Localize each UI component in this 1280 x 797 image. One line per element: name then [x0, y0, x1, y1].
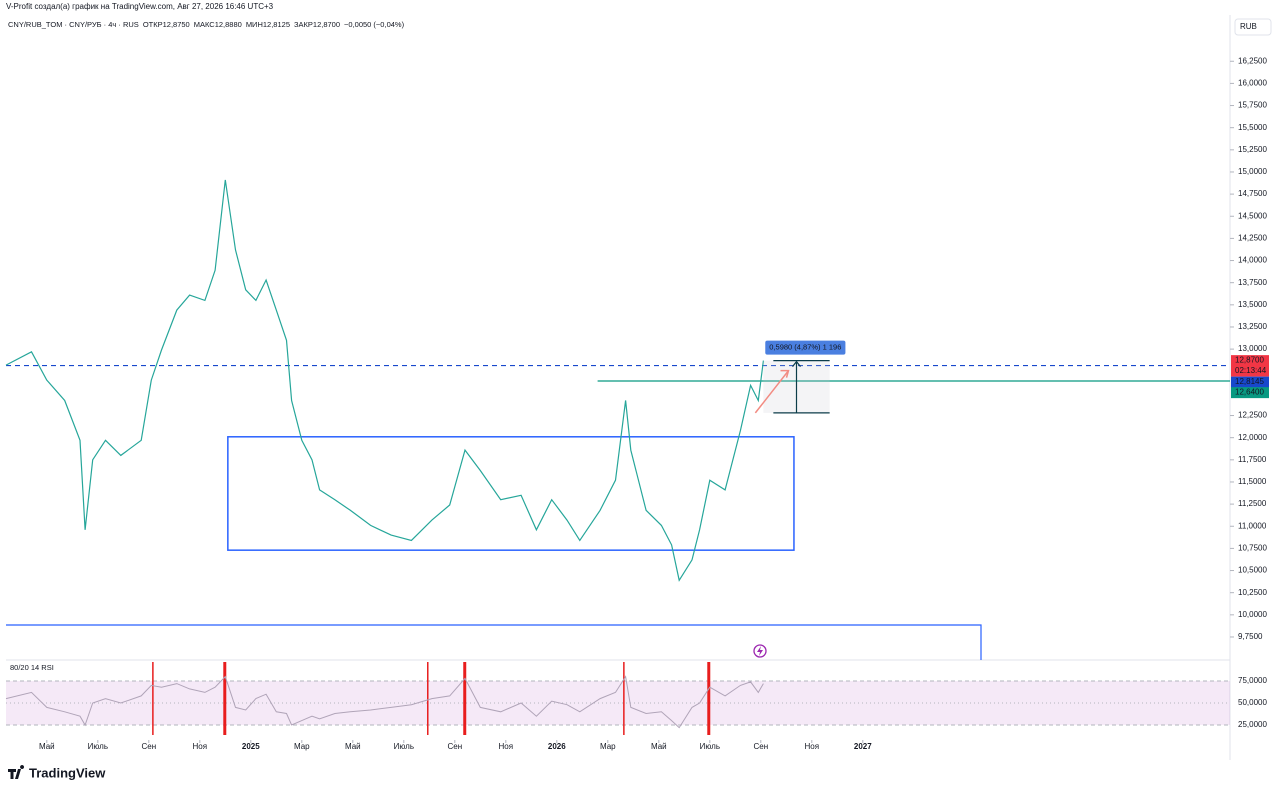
y-tick-label: 15,2500: [1238, 145, 1267, 154]
y-tick-label: 10,5000: [1238, 566, 1267, 575]
y-tick-label: 10,2500: [1238, 588, 1267, 597]
rsi-tick-label: 75,0000: [1238, 676, 1267, 685]
symbol-text: 12,8700: [313, 20, 340, 29]
y-tick-label: 14,2500: [1238, 234, 1267, 243]
drawing-line: [6, 624, 982, 660]
credit: V-Profit создал(а) график на TradingView…: [6, 2, 274, 11]
y-tick-label: 13,7500: [1238, 278, 1267, 287]
alert-bolt: [757, 646, 763, 656]
y-tick-label: 13,2500: [1238, 322, 1267, 331]
x-tick-label: Мар: [600, 742, 616, 751]
price-label: 12,6400: [1235, 388, 1264, 397]
measure-label: 0,5980 (4,87%) 1 196: [769, 343, 841, 352]
x-tick-label: Май: [345, 742, 361, 751]
price-line: [5, 179, 764, 582]
measure-label-box: [765, 340, 846, 355]
symbol-text: 12,8880: [215, 20, 242, 29]
x-tick-label: Июль: [700, 742, 720, 751]
y-tick-label: 16,0000: [1238, 79, 1267, 88]
x-tick-label: Ноя: [805, 742, 820, 751]
y-tick-label: 12,2500: [1238, 411, 1267, 420]
x-tick-label: Июль: [88, 742, 108, 751]
symbol-text: ЗАКР: [294, 20, 313, 29]
rsi-line: [5, 675, 764, 729]
x-tick-label: 2026: [548, 742, 566, 751]
price-label-box: [1231, 387, 1269, 399]
y-tick-label: 13,0000: [1238, 344, 1267, 353]
price-label-box: [1231, 376, 1269, 388]
y-tick-label: 11,0000: [1238, 521, 1267, 530]
y-tick-label: 11,5000: [1238, 477, 1267, 486]
symbol-text: −0,0050 (−0,04%): [344, 20, 405, 29]
y-tick-label: 10,7500: [1238, 544, 1267, 553]
x-tick-label: Май: [651, 742, 667, 751]
y-tick-label: 9,7500: [1238, 632, 1263, 641]
price-label-box: [1231, 355, 1269, 367]
symbol-text: МИН: [246, 20, 263, 29]
y-tick-label: 15,5000: [1238, 123, 1267, 132]
price-label: 02:13:44: [1235, 366, 1267, 375]
price-label-box: [1231, 365, 1269, 377]
x-tick-label: Мар: [294, 742, 310, 751]
y-tick-label: 11,7500: [1238, 455, 1267, 464]
symbol-text: 12,8750: [163, 20, 190, 29]
currency-box: [1234, 18, 1272, 36]
y-tick-label: 14,0000: [1238, 256, 1267, 265]
rsi-tick-label: 25,0000: [1238, 720, 1267, 729]
x-tick-label: Ноя: [193, 742, 208, 751]
y-tick-label: 15,0000: [1238, 167, 1267, 176]
symbol-line: CNY/RUB_TOM · CNY/РУБ · 4ч · RUS ОТКР 12,8…: [8, 20, 405, 29]
alert-icon[interactable]: [753, 644, 767, 658]
x-tick-label: 2025: [242, 742, 260, 751]
y-tick-label: 13,5000: [1238, 300, 1267, 309]
range-box: [227, 436, 795, 551]
x-tick-label: Сен: [447, 742, 462, 751]
measure-arrow-head: [792, 360, 801, 368]
price-label: 12,8145: [1235, 377, 1264, 386]
trend-arrow-head: [780, 369, 790, 378]
symbol-text: 12,8125: [263, 20, 290, 29]
x-tick-label: Сен: [753, 742, 768, 751]
y-tick-label: 14,5000: [1238, 211, 1267, 220]
currency: RUB: [1240, 22, 1257, 31]
y-tick-label: 11,2500: [1238, 499, 1267, 508]
x-tick-label: Май: [39, 742, 55, 751]
symbol-text: МАКС: [194, 20, 216, 29]
y-tick-label: 12,0000: [1238, 433, 1267, 442]
trend-arrow: [754, 370, 790, 414]
x-tick-label: 2027: [854, 742, 872, 751]
x-tick-label: Сен: [141, 742, 156, 751]
y-tick-label: 10,0000: [1238, 610, 1267, 619]
brand: TradingView: [29, 765, 106, 780]
symbol-text: CNY/RUB_TOM · CNY/РУБ · 4ч · RUS: [8, 20, 139, 29]
y-tick-label: 15,7500: [1238, 101, 1267, 110]
logo: [8, 765, 25, 779]
symbol-text: ОТКР: [143, 20, 163, 29]
rsi-tick-label: 50,0000: [1238, 698, 1267, 707]
y-tick-label: 14,7500: [1238, 189, 1267, 198]
x-tick-label: Июль: [394, 742, 414, 751]
rsi-title: 80/20 14 RSI: [10, 663, 54, 672]
y-tick-label: 16,2500: [1238, 56, 1267, 65]
price-label: 12,8700: [1235, 356, 1264, 365]
x-tick-label: Ноя: [499, 742, 514, 751]
